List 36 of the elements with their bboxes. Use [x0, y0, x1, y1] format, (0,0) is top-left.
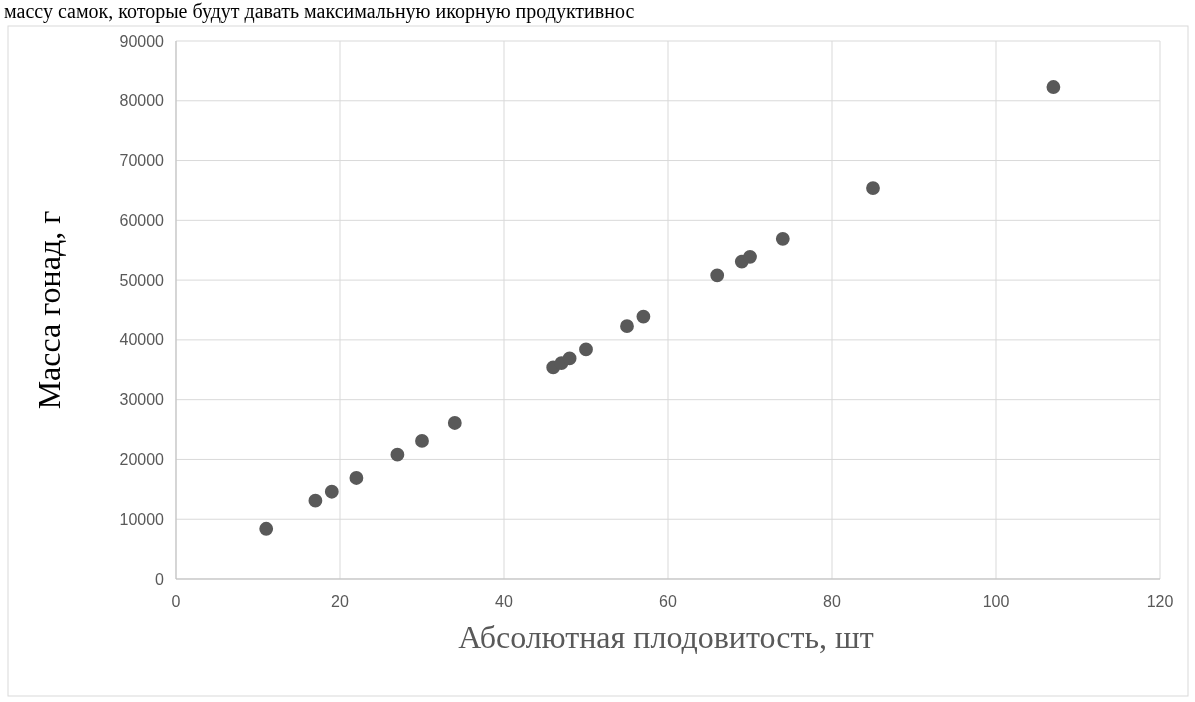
y-tick-label: 40000: [119, 331, 165, 349]
y-tick-label: 20000: [119, 451, 165, 469]
y-tick-label: 80000: [119, 92, 165, 110]
point: [775, 231, 790, 246]
point: [308, 493, 323, 508]
x-tick-label: 80: [823, 593, 841, 610]
point: [415, 434, 429, 448]
y-axis-title: Масса гонад, г: [31, 210, 67, 410]
y-tick-label: 10000: [119, 510, 165, 528]
point: [447, 416, 462, 430]
x-tick-label: 0: [171, 593, 181, 610]
point: [636, 309, 651, 324]
point: [620, 319, 634, 334]
text: массу самок, которые будут давать максимальную икорную продуктивнос: [4, 0, 635, 23]
x-tick-label: 100: [982, 593, 1010, 610]
x-axis-title: Абсолютная плодовитость, шт: [458, 619, 874, 655]
y-tick-label: 0: [155, 570, 165, 588]
y-tick-label: 90000: [119, 32, 165, 50]
point: [1046, 80, 1061, 94]
point: [562, 351, 577, 366]
point: [866, 181, 880, 195]
point: [259, 521, 274, 536]
y-tick-label: 60000: [119, 211, 165, 229]
point: [579, 342, 593, 357]
x-tick-label: 60: [659, 593, 677, 610]
point: [710, 268, 725, 283]
point: [390, 447, 405, 462]
point: [324, 484, 339, 499]
point: [743, 249, 757, 264]
y-tick-label: 30000: [119, 391, 165, 409]
x-tick-label: 20: [331, 593, 349, 610]
x-tick-label: 120: [1146, 593, 1174, 610]
x-tick-label: 40: [495, 593, 513, 610]
point: [349, 471, 364, 485]
y-tick-label: 50000: [119, 271, 165, 289]
y-tick-label: 70000: [119, 152, 165, 170]
